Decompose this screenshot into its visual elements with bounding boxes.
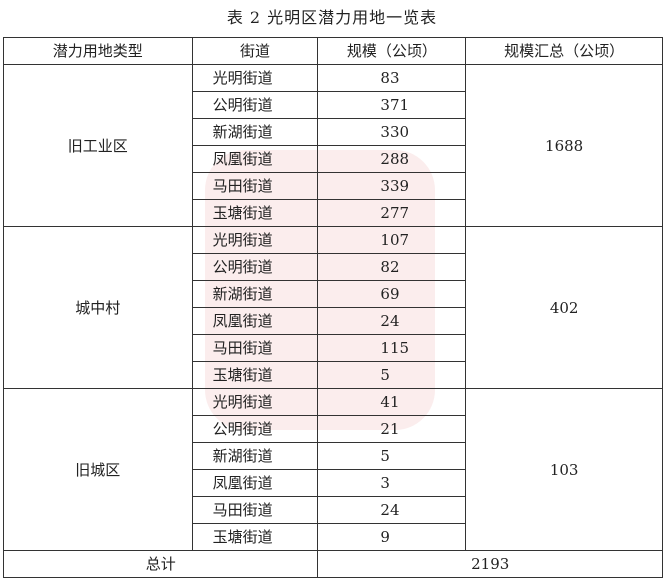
area-cell: 5: [317, 361, 467, 389]
area-cell: 24: [317, 307, 467, 335]
area-cell: 82: [317, 253, 467, 281]
land-type-cell: 城中村: [3, 226, 193, 389]
area-cell: 21: [317, 415, 467, 443]
total-label: 总计: [2, 550, 319, 578]
table-row: 凤凰街道 288: [4, 145, 663, 173]
table-row: 玉塘街道 277: [4, 199, 663, 227]
table-row: 旧城区 光明街道 41 103: [3, 388, 663, 551]
table-row: 玉塘街道 9: [4, 523, 663, 551]
table-title: 表 2 光明区潜力用地一览表: [226, 8, 438, 27]
header-row: 潜力用地类型 街道 规模（公顷） 规模汇总（公顷）: [3, 37, 663, 65]
header-cell: 潜力用地类型: [3, 37, 193, 65]
street-cell: 新湖街道: [191, 280, 319, 308]
street-cell: 光明街道: [191, 64, 319, 92]
table-row: 新湖街道 5: [4, 442, 663, 470]
street-cell: 马田街道: [191, 496, 319, 524]
area-cell: 277: [317, 199, 467, 227]
street-cell: 玉塘街道: [191, 361, 319, 389]
land-type-cell: 旧城区: [3, 388, 193, 551]
area-cell: 41: [317, 388, 467, 416]
street-cell: 新湖街道: [191, 118, 319, 146]
area-cell: 339: [317, 172, 467, 200]
street-cell: 玉塘街道: [191, 523, 319, 551]
header-cell: 街道: [191, 37, 319, 65]
total-row: 总计 2193: [2, 550, 663, 578]
table-row: 玉塘街道 5: [4, 361, 663, 389]
potential-land-table: 潜力用地类型 街道 规模（公顷） 规模汇总（公顷） 旧工业区 光明街道 83 1688…: [2, 37, 663, 578]
area-cell: 5: [317, 442, 467, 470]
table-row: 凤凰街道 3: [4, 469, 663, 497]
table-row: 马田街道 339: [4, 172, 663, 200]
header-cell: 规模（公顷）: [317, 37, 467, 65]
street-cell: 光明街道: [191, 226, 319, 254]
street-cell: 凤凰街道: [191, 469, 319, 497]
street-cell: 凤凰街道: [191, 307, 319, 335]
area-cell: 9: [317, 523, 467, 551]
table-row: 凤凰街道 24: [4, 307, 663, 335]
area-cell: 3: [317, 469, 467, 497]
street-cell: 马田街道: [191, 172, 319, 200]
header-cell: 规模汇总（公顷）: [465, 37, 663, 65]
table-row: 马田街道 24: [4, 496, 663, 524]
table-row: 旧工业区 光明街道 83 1688: [3, 64, 663, 227]
street-cell: 马田街道: [191, 334, 319, 362]
table-row: 公明街道 82: [4, 253, 663, 281]
area-cell: 288: [317, 145, 467, 173]
area-cell: 24: [317, 496, 467, 524]
area-cell: 83: [317, 64, 467, 92]
area-cell: 330: [317, 118, 467, 146]
street-cell: 公明街道: [191, 91, 319, 119]
area-cell: 371: [317, 91, 467, 119]
street-cell: 公明街道: [191, 415, 319, 443]
land-type-cell: 旧工业区: [3, 64, 193, 227]
table-row: 新湖街道 69: [4, 280, 663, 308]
table-row: 城中村 光明街道 107 402: [3, 226, 663, 389]
subtotal-cell: 402: [465, 226, 663, 389]
street-cell: 玉塘街道: [191, 199, 319, 227]
area-cell: 107: [317, 226, 467, 254]
street-cell: 光明街道: [191, 388, 319, 416]
area-cell: 69: [317, 280, 467, 308]
street-cell: 凤凰街道: [191, 145, 319, 173]
table-row: 公明街道 371: [4, 91, 663, 119]
subtotal-cell: 1688: [465, 64, 663, 227]
subtotal-cell: 103: [465, 388, 663, 551]
street-cell: 公明街道: [191, 253, 319, 281]
area-cell: 115: [317, 334, 467, 362]
street-cell: 新湖街道: [191, 442, 319, 470]
table-row: 马田街道 115: [4, 334, 663, 362]
total-value: 2193: [317, 550, 663, 578]
